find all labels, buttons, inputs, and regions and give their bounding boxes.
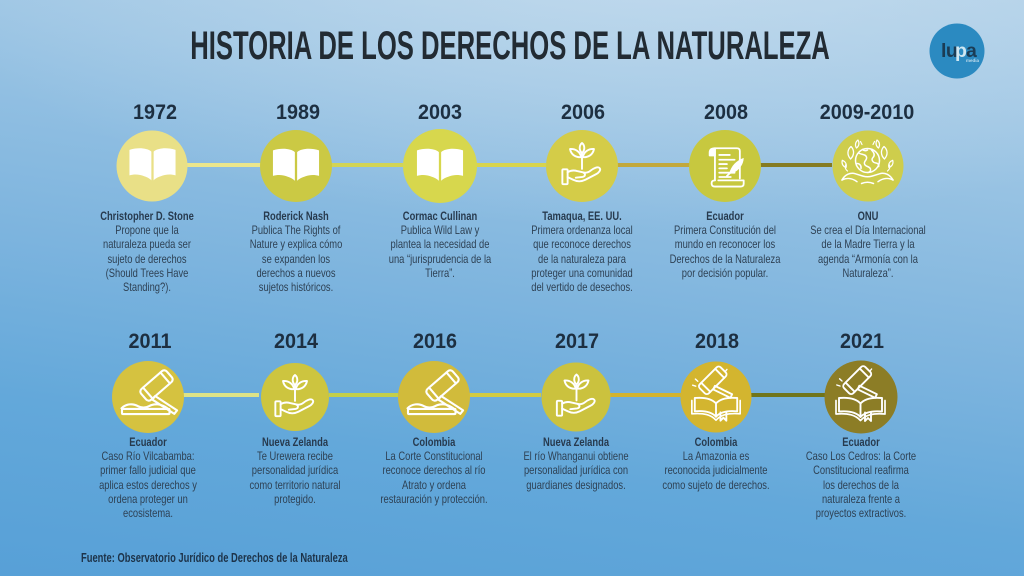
svg-text:p: p xyxy=(955,40,967,62)
svg-text:lu: lu xyxy=(941,40,957,62)
svg-text:media: media xyxy=(966,58,980,63)
svg-text:a: a xyxy=(966,40,977,62)
